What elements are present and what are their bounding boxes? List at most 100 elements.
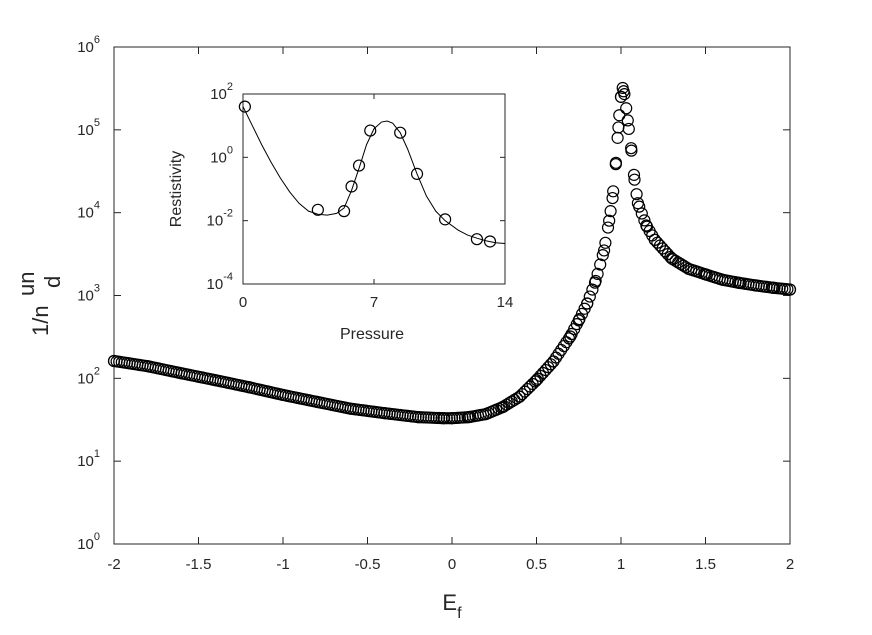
main-marker (620, 102, 633, 115)
main-data-point (611, 131, 624, 144)
main-marker (586, 283, 599, 296)
main-data-point (530, 374, 543, 387)
inset-xlabel: Pressure (340, 326, 404, 343)
main-xlabel: Ef (442, 590, 462, 622)
main-ylabel-superscript: un (14, 272, 39, 296)
main-data-point (766, 281, 780, 294)
main-data-point (276, 388, 290, 402)
main-data-point (648, 233, 661, 246)
inset-data-point (410, 167, 424, 180)
main-marker (596, 249, 609, 262)
main-marker (557, 339, 570, 353)
main-xtick-label: -1.5 (186, 556, 212, 573)
main-xtick-label: -2 (107, 556, 120, 573)
main-ytick-label: 105 (77, 117, 100, 139)
inset-marks (238, 100, 506, 248)
main-data-point (597, 244, 611, 257)
main-ytick-label: 104 (77, 200, 100, 222)
main-ytick-label: 106 (77, 34, 100, 56)
main-data-point (378, 407, 391, 420)
inset-plot-background (243, 94, 505, 284)
main-data-point (572, 314, 585, 327)
main-xtick-label: 1 (617, 556, 625, 573)
inset-data-point (439, 213, 452, 226)
main-data-point (716, 273, 729, 286)
main-marker (612, 121, 625, 134)
main-xtick-label: 1.5 (695, 556, 716, 573)
inset-data-point (311, 203, 324, 216)
main-data-point (462, 411, 475, 424)
inset-ytick-label: 10-4 (207, 271, 233, 293)
main-marker (601, 221, 615, 234)
inset-fit-line (242, 106, 506, 245)
main-marker (604, 205, 617, 218)
main-marker (583, 290, 596, 303)
main-xtick-label: 2 (786, 556, 794, 573)
main-xlabel-base: E (442, 590, 457, 615)
inset-data-point (352, 159, 366, 172)
main-data-point (581, 297, 594, 310)
main-data-point (613, 109, 626, 122)
main-marker (638, 214, 651, 227)
main-data-point (445, 412, 459, 425)
main-data-point (513, 390, 526, 403)
main-data-point (175, 367, 188, 380)
main-data-point (243, 381, 256, 394)
main-data-point (631, 197, 645, 210)
main-data-point (437, 412, 450, 425)
inset-data-point (364, 124, 377, 137)
inset-data-point (394, 126, 407, 139)
main-data-point (628, 173, 641, 186)
main-xtick-label: 0.5 (526, 556, 547, 573)
main-data-point (547, 355, 560, 368)
main-xlabel-subscript: f (457, 605, 462, 622)
main-data-point (479, 408, 492, 421)
main-data-point (344, 402, 357, 415)
main-ylabel-subscript: d (40, 276, 65, 288)
main-ylabel-prefix: 1/n (28, 305, 53, 336)
inset-ticks: 0 7 14 10-4 10-2 100 102 (207, 81, 514, 311)
main-marker (591, 267, 604, 280)
inset-plot: 0 7 14 10-4 10-2 100 102 Pressure Restistivity (168, 81, 513, 343)
inset-xtick-label: 7 (370, 294, 378, 311)
main-data-point (496, 400, 509, 414)
main-marker (625, 144, 638, 157)
main-marker (630, 188, 643, 201)
main-marker (555, 343, 568, 357)
main-marker (622, 122, 635, 136)
main-marker (635, 207, 648, 220)
main-data-point (603, 214, 616, 227)
main-xtick-label: -1 (276, 556, 289, 573)
main-data-point (699, 268, 712, 281)
main-data-point (141, 360, 154, 373)
main-marker (552, 347, 565, 360)
inset-data-point (238, 100, 251, 113)
main-data-point (589, 274, 602, 288)
inset-ytick-label: 100 (210, 144, 233, 166)
main-data-point (564, 330, 577, 343)
main-ytick-label: 100 (77, 531, 100, 553)
main-data-point (733, 276, 746, 289)
main-marker (607, 185, 620, 198)
inset-ytick-label: 10-2 (207, 208, 233, 230)
inset-xtick-label: 0 (239, 294, 247, 311)
main-marker (627, 168, 641, 181)
main-xtick-label: -0.5 (355, 556, 381, 573)
main-ytick-label: 102 (77, 365, 100, 387)
main-data-point (682, 262, 695, 275)
main-data-point (783, 283, 797, 296)
main-ytick-label: 103 (77, 283, 100, 305)
main-data-point (606, 191, 619, 205)
main-data-point (209, 374, 222, 387)
main-data-point (609, 156, 623, 169)
inset-data-point (345, 180, 358, 193)
main-marker (599, 236, 612, 249)
main-data-point (412, 411, 425, 424)
main-data-point (750, 279, 763, 292)
main-data-point (310, 395, 323, 408)
main-data-point (625, 142, 638, 155)
main-data-point (107, 354, 121, 368)
inset-ylabel: Restistivity (168, 151, 185, 227)
inset-data-point (483, 235, 497, 248)
